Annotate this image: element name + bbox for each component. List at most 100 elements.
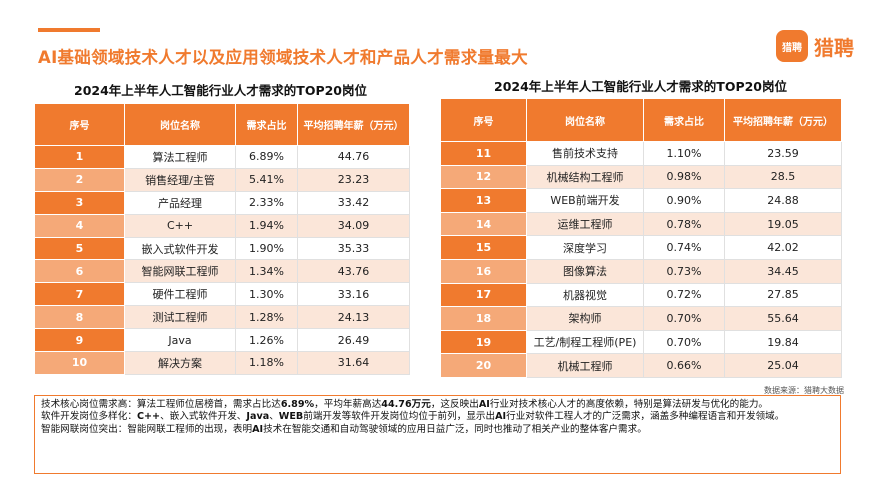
table-row: 20 机械工程师 0.66% 25.04 bbox=[440, 353, 842, 378]
table-row: 9 Java 1.26% 26.49 bbox=[34, 328, 410, 353]
rank-cell: 15 bbox=[440, 235, 527, 260]
rank-cell: 16 bbox=[440, 258, 527, 284]
table-row: 15 深度学习 0.74% 42.02 bbox=[440, 235, 842, 260]
position-cell: C++ bbox=[124, 213, 236, 238]
summary-paragraph-intelligent-vehicle: 智能网联岗位突出：智能网联工程师的出现，表明AI技术在智能交通和自动驾驶领域的应… bbox=[41, 423, 647, 435]
logo-text: 猎聘 bbox=[814, 35, 854, 60]
table-header-row: 序号 岗位名称 需求占比 平均招聘年薪（万元） bbox=[34, 103, 410, 146]
col-header-rank: 序号 bbox=[440, 98, 527, 142]
share-cell: 1.34% bbox=[235, 259, 298, 284]
table-row: 14 运维工程师 0.78% 19.05 bbox=[440, 211, 842, 237]
salary-cell: 27.85 bbox=[724, 282, 842, 308]
rank-cell: 12 bbox=[440, 164, 527, 190]
rank-cell: 8 bbox=[34, 305, 125, 330]
position-cell: 图像算法 bbox=[526, 258, 644, 284]
table-row: 8 测试工程师 1.28% 24.13 bbox=[34, 305, 410, 330]
position-cell: 解决方案 bbox=[124, 351, 236, 375]
right-table-title: 2024年上半年人工智能行业人才需求的TOP20岗位 bbox=[494, 79, 788, 94]
position-cell: 运维工程师 bbox=[526, 211, 644, 237]
rank-cell: 4 bbox=[34, 213, 125, 238]
salary-cell: 42.02 bbox=[724, 235, 842, 260]
salary-cell: 44.76 bbox=[297, 145, 410, 169]
salary-cell: 19.84 bbox=[724, 329, 842, 355]
salary-cell: 23.59 bbox=[724, 141, 842, 166]
col-header-position: 岗位名称 bbox=[124, 103, 236, 146]
table-row: 3 产品经理 2.33% 33.42 bbox=[34, 190, 410, 215]
table-row: 13 WEB前端开发 0.90% 24.88 bbox=[440, 188, 842, 213]
rank-cell: 11 bbox=[440, 141, 527, 166]
share-cell: 1.10% bbox=[643, 141, 725, 166]
salary-cell: 25.04 bbox=[724, 353, 842, 378]
table-row: 16 图像算法 0.73% 34.45 bbox=[440, 258, 842, 284]
table-row: 5 嵌入式软件开发 1.90% 35.33 bbox=[34, 236, 410, 261]
share-cell: 2.33% bbox=[235, 190, 298, 215]
share-cell: 0.66% bbox=[643, 353, 725, 378]
data-source-note: 数据来源：猎聘大数据 bbox=[764, 386, 844, 395]
share-cell: 0.70% bbox=[643, 329, 725, 355]
position-cell: WEB前端开发 bbox=[526, 188, 644, 213]
salary-cell: 24.88 bbox=[724, 188, 842, 213]
share-cell: 1.26% bbox=[235, 328, 298, 353]
share-cell: 0.73% bbox=[643, 258, 725, 284]
col-header-share: 需求占比 bbox=[643, 98, 725, 142]
share-cell: 0.70% bbox=[643, 306, 725, 331]
salary-cell: 28.5 bbox=[724, 164, 842, 190]
summary-box: 技术核心岗位需求高：算法工程师位居榜首，需求占比达6.89%，平均年薪高达44.… bbox=[34, 395, 841, 474]
rank-cell: 20 bbox=[440, 353, 527, 378]
liepin-logo: 猎聘 猎聘 bbox=[776, 30, 854, 62]
share-cell: 1.94% bbox=[235, 213, 298, 238]
rank-cell: 14 bbox=[440, 211, 527, 237]
share-cell: 0.78% bbox=[643, 211, 725, 237]
summary-paragraph-software: 软件开发岗位多样化：C++、嵌入式软件开发、Java、WEB前端开发等软件开发岗… bbox=[41, 411, 785, 423]
position-cell: 产品经理 bbox=[124, 190, 236, 215]
position-cell: 深度学习 bbox=[526, 235, 644, 260]
position-cell: 机械工程师 bbox=[526, 353, 644, 378]
salary-cell: 33.16 bbox=[297, 282, 410, 307]
rank-cell: 7 bbox=[34, 282, 125, 307]
share-cell: 0.98% bbox=[643, 164, 725, 190]
share-cell: 6.89% bbox=[235, 145, 298, 169]
table-row: 7 硬件工程师 1.30% 33.16 bbox=[34, 282, 410, 307]
col-header-salary: 平均招聘年薪（万元） bbox=[297, 103, 410, 146]
top20-table-left: 序号 岗位名称 需求占比 平均招聘年薪（万元） 1 算法工程师 6.89% 44.76… bbox=[34, 103, 410, 375]
table-row: 4 C++ 1.94% 34.09 bbox=[34, 213, 410, 238]
rank-cell: 6 bbox=[34, 259, 125, 284]
table-row: 17 机器视觉 0.72% 27.85 bbox=[440, 282, 842, 308]
table-row: 6 智能网联工程师 1.34% 43.76 bbox=[34, 259, 410, 284]
rank-cell: 10 bbox=[34, 351, 125, 375]
accent-bar bbox=[38, 28, 100, 32]
salary-cell: 24.13 bbox=[297, 305, 410, 330]
salary-cell: 33.42 bbox=[297, 190, 410, 215]
salary-cell: 23.23 bbox=[297, 167, 410, 192]
position-cell: 销售经理/主管 bbox=[124, 167, 236, 192]
share-cell: 0.90% bbox=[643, 188, 725, 213]
rank-cell: 19 bbox=[440, 329, 527, 355]
salary-cell: 35.33 bbox=[297, 236, 410, 261]
salary-cell: 34.09 bbox=[297, 213, 410, 238]
share-cell: 5.41% bbox=[235, 167, 298, 192]
table-row: 11 售前技术支持 1.10% 23.59 bbox=[440, 141, 842, 166]
share-cell: 1.90% bbox=[235, 236, 298, 261]
table-header-row: 序号 岗位名称 需求占比 平均招聘年薪（万元） bbox=[440, 98, 842, 142]
col-header-rank: 序号 bbox=[34, 103, 125, 146]
summary-paragraph-core-tech: 技术核心岗位需求高：算法工程师位居榜首，需求占比达6.89%，平均年薪高达44.… bbox=[41, 399, 769, 410]
position-cell: 工艺/制程工程师(PE) bbox=[526, 329, 644, 355]
position-cell: 算法工程师 bbox=[124, 145, 236, 169]
rank-cell: 17 bbox=[440, 282, 527, 308]
share-cell: 1.30% bbox=[235, 282, 298, 307]
logo-badge-icon: 猎聘 bbox=[776, 30, 808, 62]
table-row: 10 解决方案 1.18% 31.64 bbox=[34, 351, 410, 375]
share-cell: 0.72% bbox=[643, 282, 725, 308]
table-row: 1 算法工程师 6.89% 44.76 bbox=[34, 145, 410, 169]
col-header-position: 岗位名称 bbox=[526, 98, 644, 142]
rank-cell: 3 bbox=[34, 190, 125, 215]
position-cell: 机器视觉 bbox=[526, 282, 644, 308]
page-title: AI基础领域技术人才以及应用领域技术人才和产品人才需求量最大 bbox=[38, 48, 528, 67]
salary-cell: 34.45 bbox=[724, 258, 842, 284]
position-cell: 嵌入式软件开发 bbox=[124, 236, 236, 261]
left-table-title: 2024年上半年人工智能行业人才需求的TOP20岗位 bbox=[74, 83, 368, 98]
position-cell: 硬件工程师 bbox=[124, 282, 236, 307]
rank-cell: 2 bbox=[34, 167, 125, 192]
salary-cell: 26.49 bbox=[297, 328, 410, 353]
rank-cell: 18 bbox=[440, 306, 527, 331]
